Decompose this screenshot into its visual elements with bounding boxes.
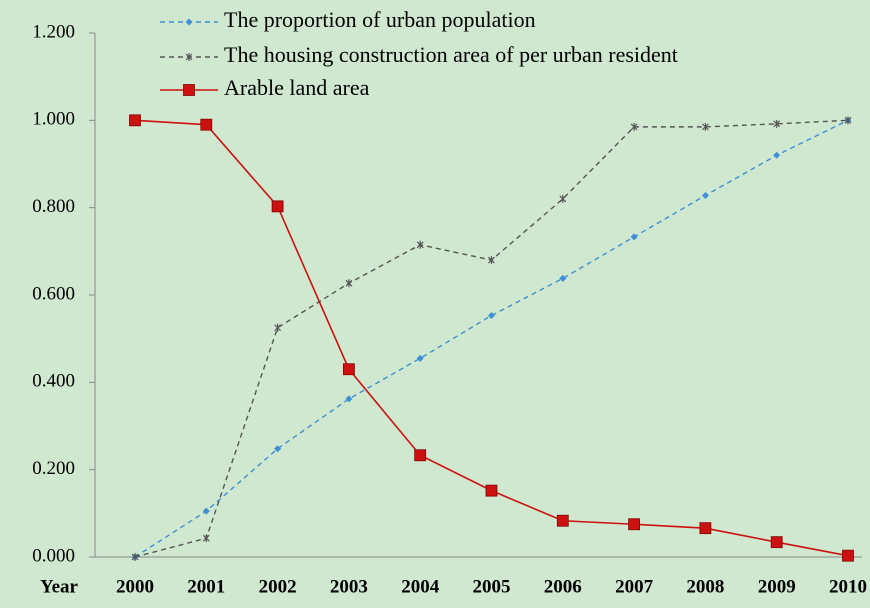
point xyxy=(414,449,427,462)
x-tick-label: 2005 xyxy=(473,576,511,597)
point xyxy=(701,122,709,131)
x-tick-label: 2000 xyxy=(116,576,154,597)
x-axis-label: Year xyxy=(40,576,79,597)
point xyxy=(274,323,282,332)
x-tick-label: 2002 xyxy=(259,576,297,597)
x-tick-label: 2003 xyxy=(330,576,368,597)
point xyxy=(271,200,284,213)
point xyxy=(202,534,210,543)
point xyxy=(842,549,854,562)
legend-marker xyxy=(183,84,195,96)
point xyxy=(559,274,567,282)
x-tick-label: 2006 xyxy=(544,576,582,597)
point xyxy=(345,279,353,288)
legend-marker xyxy=(185,18,193,26)
point xyxy=(773,119,781,128)
point xyxy=(200,118,213,131)
point xyxy=(485,484,498,497)
legend-label: Arable land area xyxy=(224,75,370,100)
point xyxy=(556,514,569,527)
point xyxy=(770,536,783,549)
y-tick-label: 1.200 xyxy=(32,21,75,42)
point xyxy=(699,522,712,535)
point xyxy=(488,312,495,320)
y-tick-label: 0.000 xyxy=(32,545,75,566)
point xyxy=(628,518,640,531)
point xyxy=(701,191,709,199)
legend-marker xyxy=(185,53,193,61)
point xyxy=(416,354,424,362)
point xyxy=(488,256,495,265)
point xyxy=(630,122,638,131)
point xyxy=(131,553,139,561)
y-tick-label: 0.600 xyxy=(32,283,75,304)
point xyxy=(345,395,353,403)
legend-label: The proportion of urban population xyxy=(224,7,536,32)
point xyxy=(342,363,355,376)
series-line xyxy=(134,119,849,558)
y-tick-label: 0.400 xyxy=(32,371,75,392)
point xyxy=(202,507,210,515)
x-tick-label: 2004 xyxy=(401,576,440,597)
point xyxy=(630,233,638,241)
x-tick-label: 2007 xyxy=(615,576,654,597)
x-tick-label: 2010 xyxy=(829,576,867,597)
point xyxy=(274,445,282,453)
legend-label: The housing construction area of per urb… xyxy=(224,42,678,67)
x-tick-label: 2001 xyxy=(187,576,225,597)
y-tick-label: 0.800 xyxy=(32,196,75,217)
point xyxy=(559,194,567,203)
x-tick-label: 2008 xyxy=(686,576,724,597)
point xyxy=(844,116,852,125)
y-tick-label: 0.200 xyxy=(32,458,75,479)
point xyxy=(773,151,781,159)
y-tick-label: 1.000 xyxy=(32,109,75,130)
x-tick-label: 2009 xyxy=(758,576,796,597)
point xyxy=(129,114,141,127)
point xyxy=(416,240,424,249)
